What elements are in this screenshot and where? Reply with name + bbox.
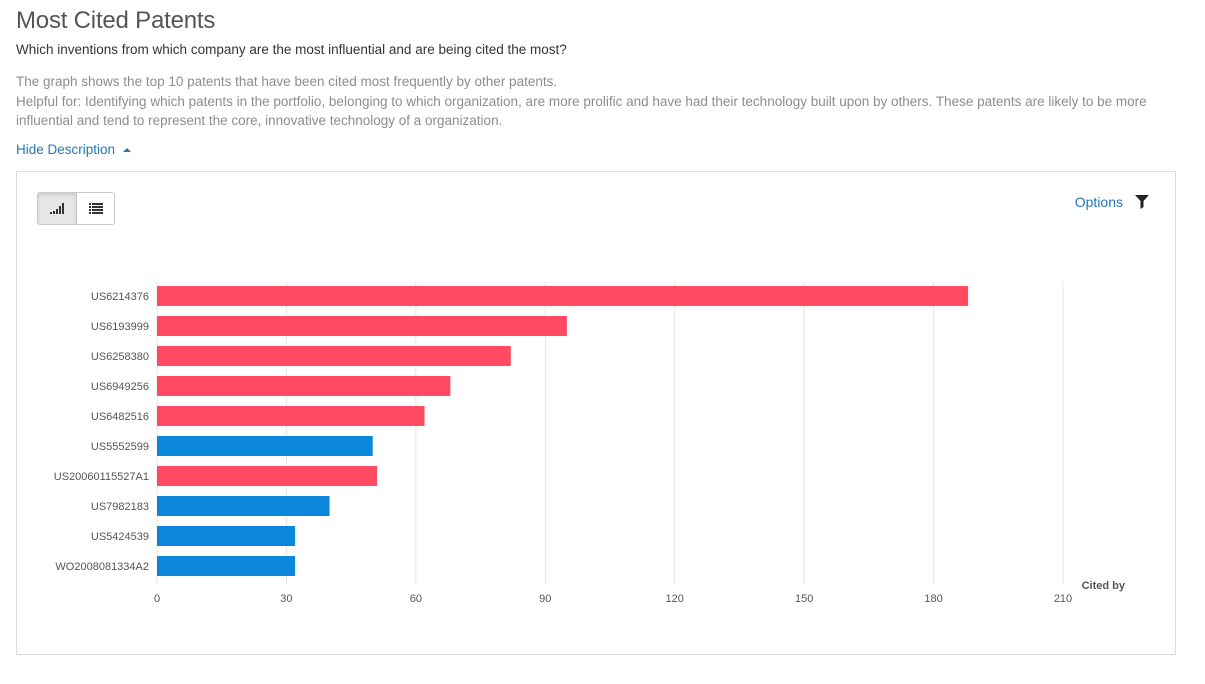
chart-panel: Options 0306090120150180210US6214376US61… <box>16 171 1176 655</box>
bar <box>157 466 377 486</box>
y-tick-label: WO2008081334A2 <box>55 561 149 573</box>
y-tick-label: US20060115527A1 <box>54 471 149 483</box>
bar <box>157 286 968 306</box>
bar <box>157 316 567 336</box>
bar <box>157 406 424 426</box>
bar <box>157 346 511 366</box>
x-axis-title: Cited by <box>1082 580 1126 592</box>
y-tick-label: US6949256 <box>91 381 149 393</box>
page-title: Most Cited Patents <box>16 7 215 35</box>
hide-description-link[interactable]: Hide Description <box>16 142 131 157</box>
x-tick-label: 60 <box>410 593 422 605</box>
bar <box>157 556 295 576</box>
x-tick-label: 210 <box>1054 593 1072 605</box>
description-line-2: Helpful for: Identifying which patents i… <box>16 92 1181 131</box>
description-line-1: The graph shows the top 10 patents that … <box>16 72 1181 92</box>
description: The graph shows the top 10 patents that … <box>16 72 1181 131</box>
y-tick-label: US6258380 <box>91 351 149 363</box>
caret-up-icon <box>123 148 131 152</box>
page-subtitle: Which inventions from which company are … <box>16 42 567 57</box>
bar <box>157 526 295 546</box>
x-tick-label: 150 <box>795 593 813 605</box>
bar <box>157 496 330 516</box>
x-tick-label: 90 <box>539 593 551 605</box>
x-tick-label: 0 <box>154 593 160 605</box>
y-tick-label: US5424539 <box>91 531 149 543</box>
x-tick-label: 30 <box>280 593 292 605</box>
y-tick-label: US7982183 <box>91 501 149 513</box>
y-tick-label: US5552599 <box>91 441 149 453</box>
y-tick-label: US6482516 <box>91 411 149 423</box>
hide-description-label: Hide Description <box>16 142 115 157</box>
x-tick-label: 120 <box>666 593 684 605</box>
x-tick-label: 180 <box>924 593 942 605</box>
y-tick-label: US6214376 <box>91 291 149 303</box>
bar <box>157 376 450 396</box>
bar <box>157 436 373 456</box>
y-tick-label: US6193999 <box>91 321 149 333</box>
bar-chart: 0 30 60 90 120 150 180 210 US6214376 US6193999 US6… <box>17 172 1175 654</box>
